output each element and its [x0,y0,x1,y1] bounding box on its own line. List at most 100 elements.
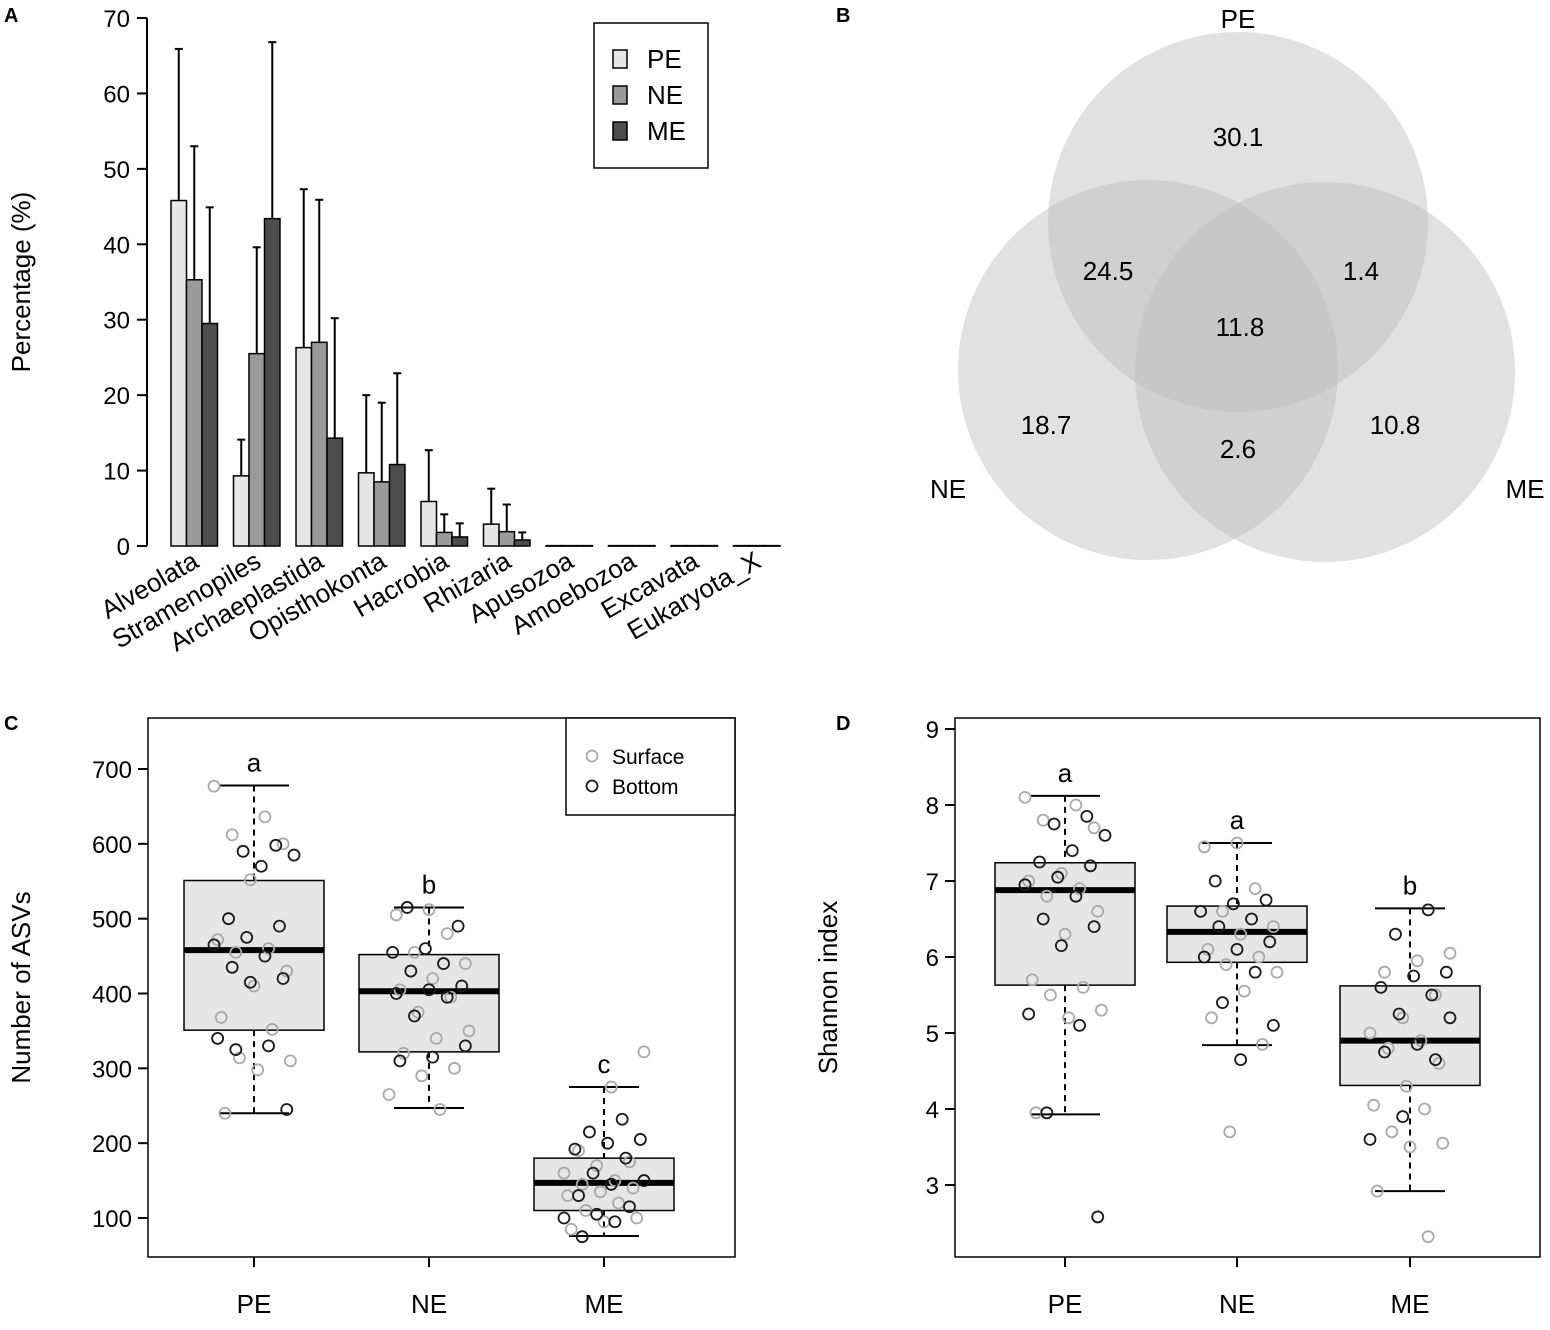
point-surface [1252,950,1266,964]
y-tick-label: 40 [103,232,130,259]
point-surface [1216,905,1229,918]
bar-ne [248,352,266,547]
point-bottom [1098,829,1112,842]
point-bottom [633,1133,647,1146]
point-surface [1062,1011,1076,1025]
point-bottom [254,859,268,873]
point-bottom [404,964,418,978]
point-surface [1396,1011,1410,1025]
point-surface [1029,1106,1043,1120]
point-surface [1022,874,1036,888]
point-bottom [601,1136,615,1150]
y-tick-label: 60 [103,81,130,108]
y-tick-label: 600 [92,832,132,859]
point-surface [1443,946,1457,960]
point-bottom [1036,912,1050,926]
legend-swatch-pe [612,49,628,69]
point-bottom [1065,844,1079,857]
set-label-ne: NE [930,474,966,504]
point-surface [1087,821,1101,835]
bar-ne [560,544,578,547]
legend-marker-bottom [585,779,599,793]
legend-label: Bottom [612,776,679,799]
point-surface [429,1032,443,1045]
point-bottom [422,983,436,997]
bar-ne [685,544,703,547]
box-iqr [1339,985,1481,1087]
point-surface [458,957,472,970]
point-bottom [619,1151,633,1165]
bar-ne [310,341,328,547]
point-surface [557,1166,571,1180]
point-bottom [1022,1007,1036,1021]
point-surface [393,983,407,997]
bar-ne [373,481,391,547]
x-tick-label: ME [1391,1289,1430,1319]
point-surface [1266,920,1280,933]
y-axis-label: Shannon index [813,901,843,1074]
region-pe-only: 30.1 [1213,122,1264,152]
y-tick-label: 400 [92,982,132,1009]
bar-pe [482,523,500,547]
x-tick-label: NE [411,1289,447,1319]
point-bottom [418,942,432,955]
point-surface [1219,958,1233,971]
point-bottom [1378,1045,1391,1059]
point-bottom [590,1207,604,1221]
point-surface [1378,965,1391,979]
point-surface [579,1204,593,1217]
point-bottom [1363,1133,1377,1146]
y-tick-label: 8 [926,793,939,820]
bar-me [388,463,406,547]
region-pe-ne: 24.5 [1083,256,1134,286]
point-surface [462,1024,476,1038]
point-surface [444,990,458,1004]
y-tick-label: 50 [103,157,130,184]
point-bottom [280,1103,294,1116]
point-bottom [1054,939,1068,952]
point-surface [1040,889,1054,903]
significance-letter: c [598,1049,611,1079]
region-ne-me: 2.6 [1220,434,1256,464]
point-surface [448,1061,461,1075]
point-surface [258,810,272,824]
point-bottom [1212,920,1226,933]
point-surface [411,1005,425,1019]
point-bottom [225,960,239,974]
point-surface [1237,984,1251,998]
y-tick-label: 20 [103,383,130,410]
legend-box [565,717,736,816]
point-surface [233,1051,246,1065]
point-bottom [1073,1019,1086,1032]
bar-pe [607,544,625,547]
point-bottom [1410,1038,1424,1051]
y-tick-label: 9 [926,717,939,744]
point-surface [575,1177,589,1191]
plot-frame [954,717,1541,1258]
point-surface [623,1155,636,1169]
point-bottom [287,848,301,862]
point-bottom [1080,810,1094,823]
legend-label: NE [647,80,683,110]
significance-letter: a [247,747,262,777]
bar-pe [732,544,750,547]
point-bottom [1194,905,1208,918]
point-bottom [229,1043,243,1057]
point-bottom [408,1009,421,1023]
point-bottom [262,1039,275,1053]
point-surface [1418,1102,1431,1116]
point-bottom [1374,981,1388,994]
point-surface [389,908,403,922]
point-surface [1058,927,1072,941]
significance-letter: b [1403,870,1417,900]
legend-label: PE [647,44,682,74]
box-iqr [994,862,1136,986]
legend-marker-surface [585,749,599,763]
point-bottom [1407,969,1421,983]
y-tick-label: 5 [926,1021,939,1048]
region-pe-me: 1.4 [1343,256,1379,286]
point-bottom [572,1189,585,1202]
point-surface [1363,1026,1377,1040]
point-bottom [623,1200,636,1214]
